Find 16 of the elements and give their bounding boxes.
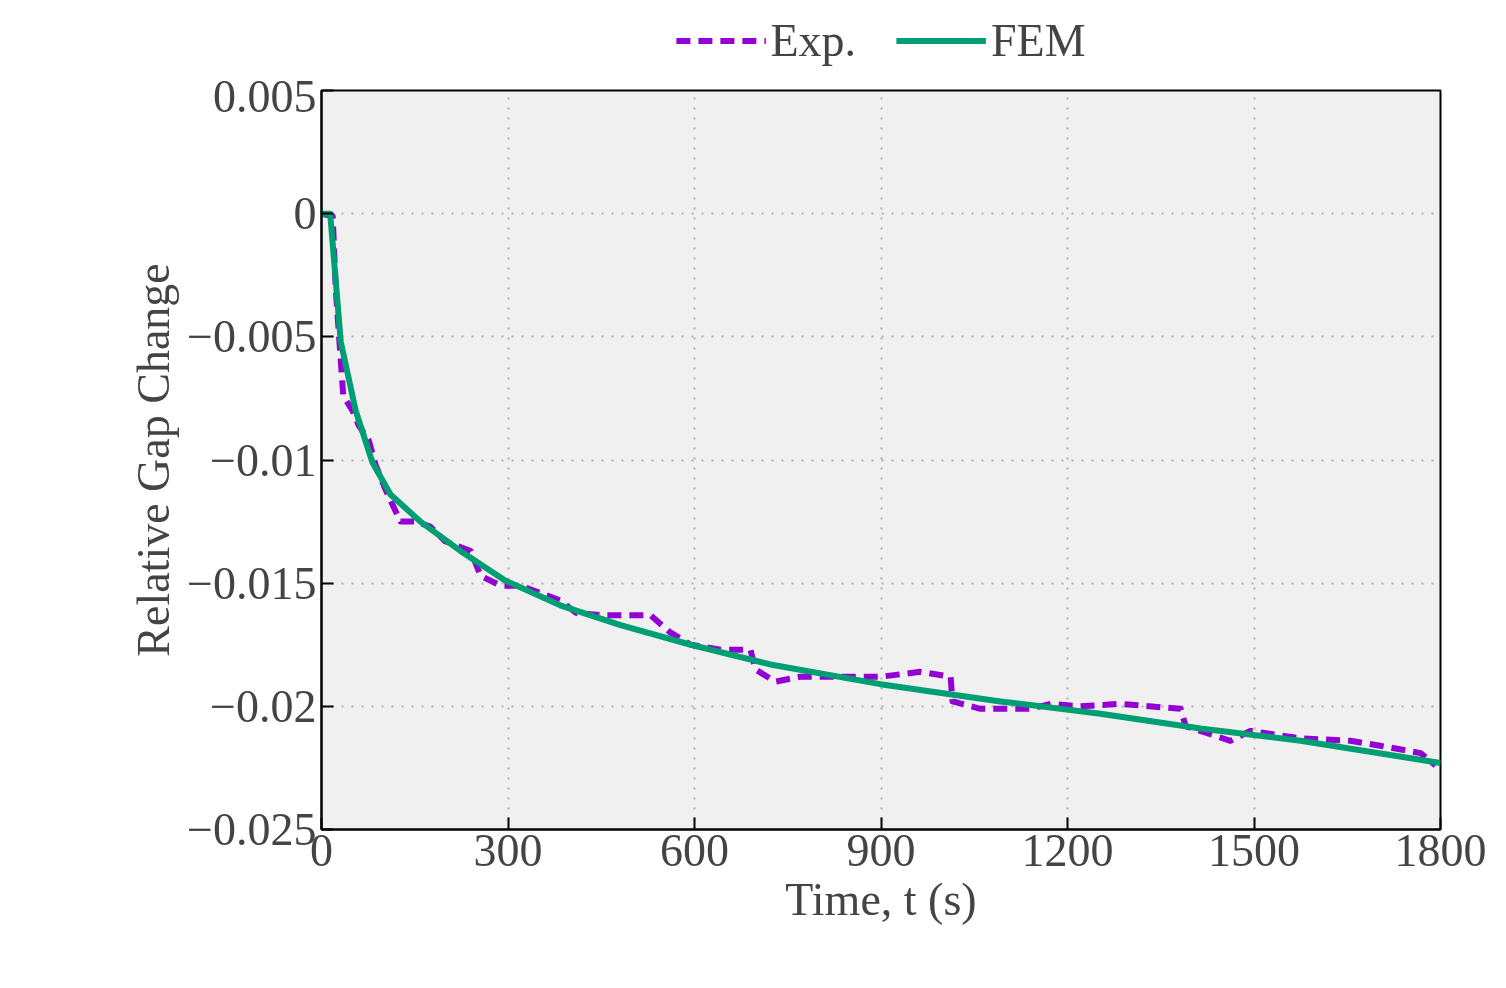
x-tick-label: 600 <box>660 824 729 876</box>
y-tick-label: −0.01 <box>210 434 317 486</box>
y-tick-label: −0.02 <box>210 680 317 732</box>
x-tick-label: 1500 <box>1208 824 1300 876</box>
x-tick-label: 1800 <box>1394 824 1487 876</box>
legend-label: Exp. <box>770 13 857 67</box>
legend-label: FEM <box>991 13 1086 67</box>
y-tick-label: 0.005 <box>213 70 317 122</box>
y-tick-label: 0 <box>293 188 317 240</box>
x-tick-label: 300 <box>473 824 543 876</box>
y-tick-label: −0.015 <box>187 557 317 609</box>
x-axis-title: Time, t (s) <box>785 873 977 925</box>
y-tick-label: −0.005 <box>187 311 317 363</box>
x-tick-label: 1200 <box>1021 824 1114 876</box>
x-tick-label: 900 <box>846 824 916 876</box>
y-axis-title: Relative Gap Change <box>128 263 180 657</box>
